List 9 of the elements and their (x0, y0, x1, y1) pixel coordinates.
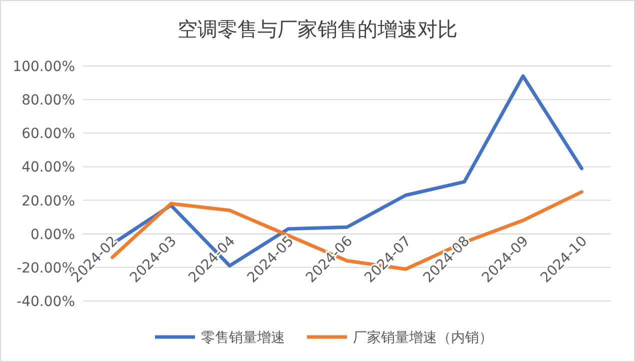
legend-label: 零售销量增速 (201, 330, 285, 346)
chart-title: 空调零售与厂家销售的增速对比 (178, 17, 458, 41)
legend-label: 厂家销量增速（内销） (353, 330, 493, 346)
y-tick-label: -40.00% (16, 294, 75, 310)
y-tick-label: 40.00% (22, 160, 75, 176)
y-tick-label: 80.00% (22, 92, 75, 109)
y-tick-label: 20.00% (22, 193, 75, 210)
y-tick-label: 100.00% (12, 59, 75, 75)
y-tick-label: 60.00% (22, 126, 75, 142)
